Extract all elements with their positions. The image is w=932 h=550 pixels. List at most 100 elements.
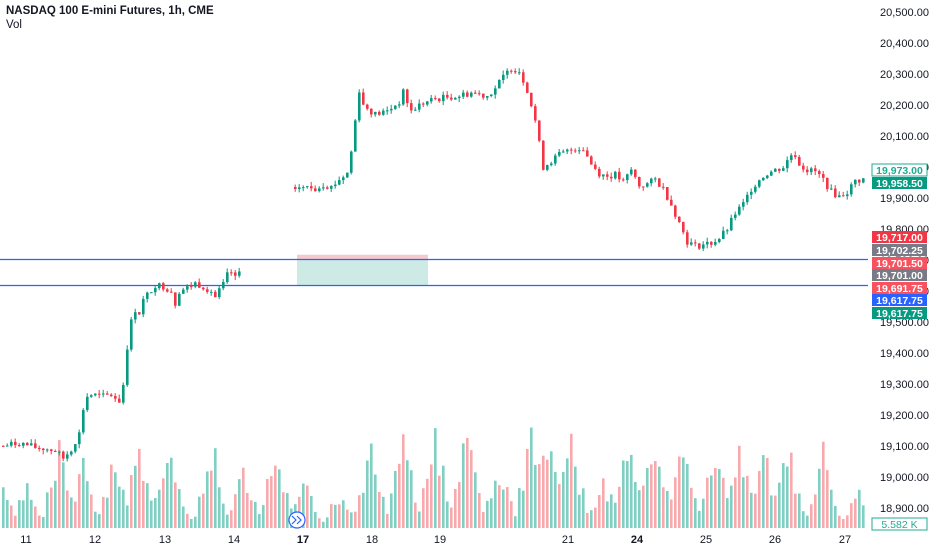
volume-bar [374,474,377,528]
candle-body [62,451,65,459]
candle-body [386,110,389,112]
volume-bar [194,516,197,528]
volume-bar [150,500,153,528]
candle-body [146,292,149,299]
price-label-text: 19,701.50 [876,258,923,270]
volume-bar [278,469,281,528]
volume-bar [238,479,241,528]
time-tick-label: 17 [297,534,309,546]
candle-body [686,232,689,245]
volume-bar [534,464,537,528]
volume-bar [434,428,437,528]
volume-bar [862,505,865,528]
price-label-text: 19,717.00 [876,232,923,244]
volume-bar [674,477,677,528]
candle-body [230,272,233,274]
volume-bar [218,487,221,528]
symbol-title[interactable]: NASDAQ 100 E-mini Futures, 1h, CME [6,5,214,17]
candle-body [66,454,69,459]
volume-bar [486,500,489,528]
candle-body [106,393,109,395]
candle-body [206,289,209,292]
volume-bar [702,498,705,528]
price-label-box [872,269,927,281]
candle-body [478,93,481,95]
time-tick-label: 13 [159,534,171,546]
candle-body [858,179,861,183]
candle-body [198,282,201,288]
candle-body [830,188,833,190]
price-label-text: 19,617.75 [876,295,923,307]
candle-body [566,149,569,152]
candle-body [602,174,605,177]
candle-body [482,93,485,98]
volume-bar [2,487,5,528]
volume-bar [734,477,737,528]
volume-bar [502,489,505,528]
volume-bar [126,505,129,528]
candle-body [90,395,93,397]
candle-body [310,186,313,189]
volume-bar [510,501,513,528]
volume-bar [726,498,729,528]
candle-body [594,164,597,169]
price-label-text: 19,973.00 [876,165,923,177]
volume-bar [498,485,501,528]
volume-bar [14,515,17,528]
candle-body [378,111,381,115]
candle-body [130,319,133,350]
volume-bar [414,502,417,528]
candle-body [50,449,53,452]
volume-indicator-label[interactable]: Vol [6,19,22,31]
go-to-realtime-icon[interactable] [288,511,306,529]
volume-bar [494,480,497,528]
volume-bar [30,499,33,528]
volume-bar [166,462,169,528]
position-zone[interactable] [0,254,868,287]
candle-body [714,242,717,245]
candle-body [446,94,449,98]
time-axis[interactable]: 11 12 13 14 17 18 19 21 24 25 26 27 [20,534,851,546]
volume-bar [650,464,653,528]
price-tick-label: 19,400.00 [880,348,929,360]
candle-body [202,287,205,290]
candle-body [462,92,465,97]
candle-body [338,180,341,185]
volume-bar [618,486,621,528]
volume-bar [350,512,353,528]
volume-bar [110,464,113,528]
volume-bar [826,470,829,528]
candle-body [234,272,237,276]
volume-bar [250,500,253,528]
price-label-text: 19,701.00 [876,270,923,282]
price-label: 19,958.50 [872,177,927,190]
candle-body [298,187,301,190]
volume-bar [190,518,193,528]
price-tick-label: 20,300.00 [880,69,929,81]
volume-bar [422,488,425,528]
volume-bar [170,457,173,528]
candle-body [470,92,473,97]
price-label-text: 19,617.75 [876,308,923,320]
time-tick-label: 12 [89,534,101,546]
volume-bar [198,496,201,528]
candle-body [374,111,377,115]
candle-body [138,312,141,315]
stop-zone [297,254,428,260]
candle-body [154,288,157,293]
volume-bar [566,458,569,528]
candle-body [182,289,185,294]
candle-body [802,165,805,170]
candle-body [814,168,817,172]
candle-body [94,393,97,396]
candle-body [618,171,621,180]
volume-value-box [871,517,928,531]
volume-bar [178,489,181,528]
candle-body [494,88,497,95]
volume-bar [402,434,405,528]
volume-bar [718,469,721,528]
candle-body [306,186,309,188]
volume-bar [446,501,449,528]
price-label-box [872,177,927,189]
